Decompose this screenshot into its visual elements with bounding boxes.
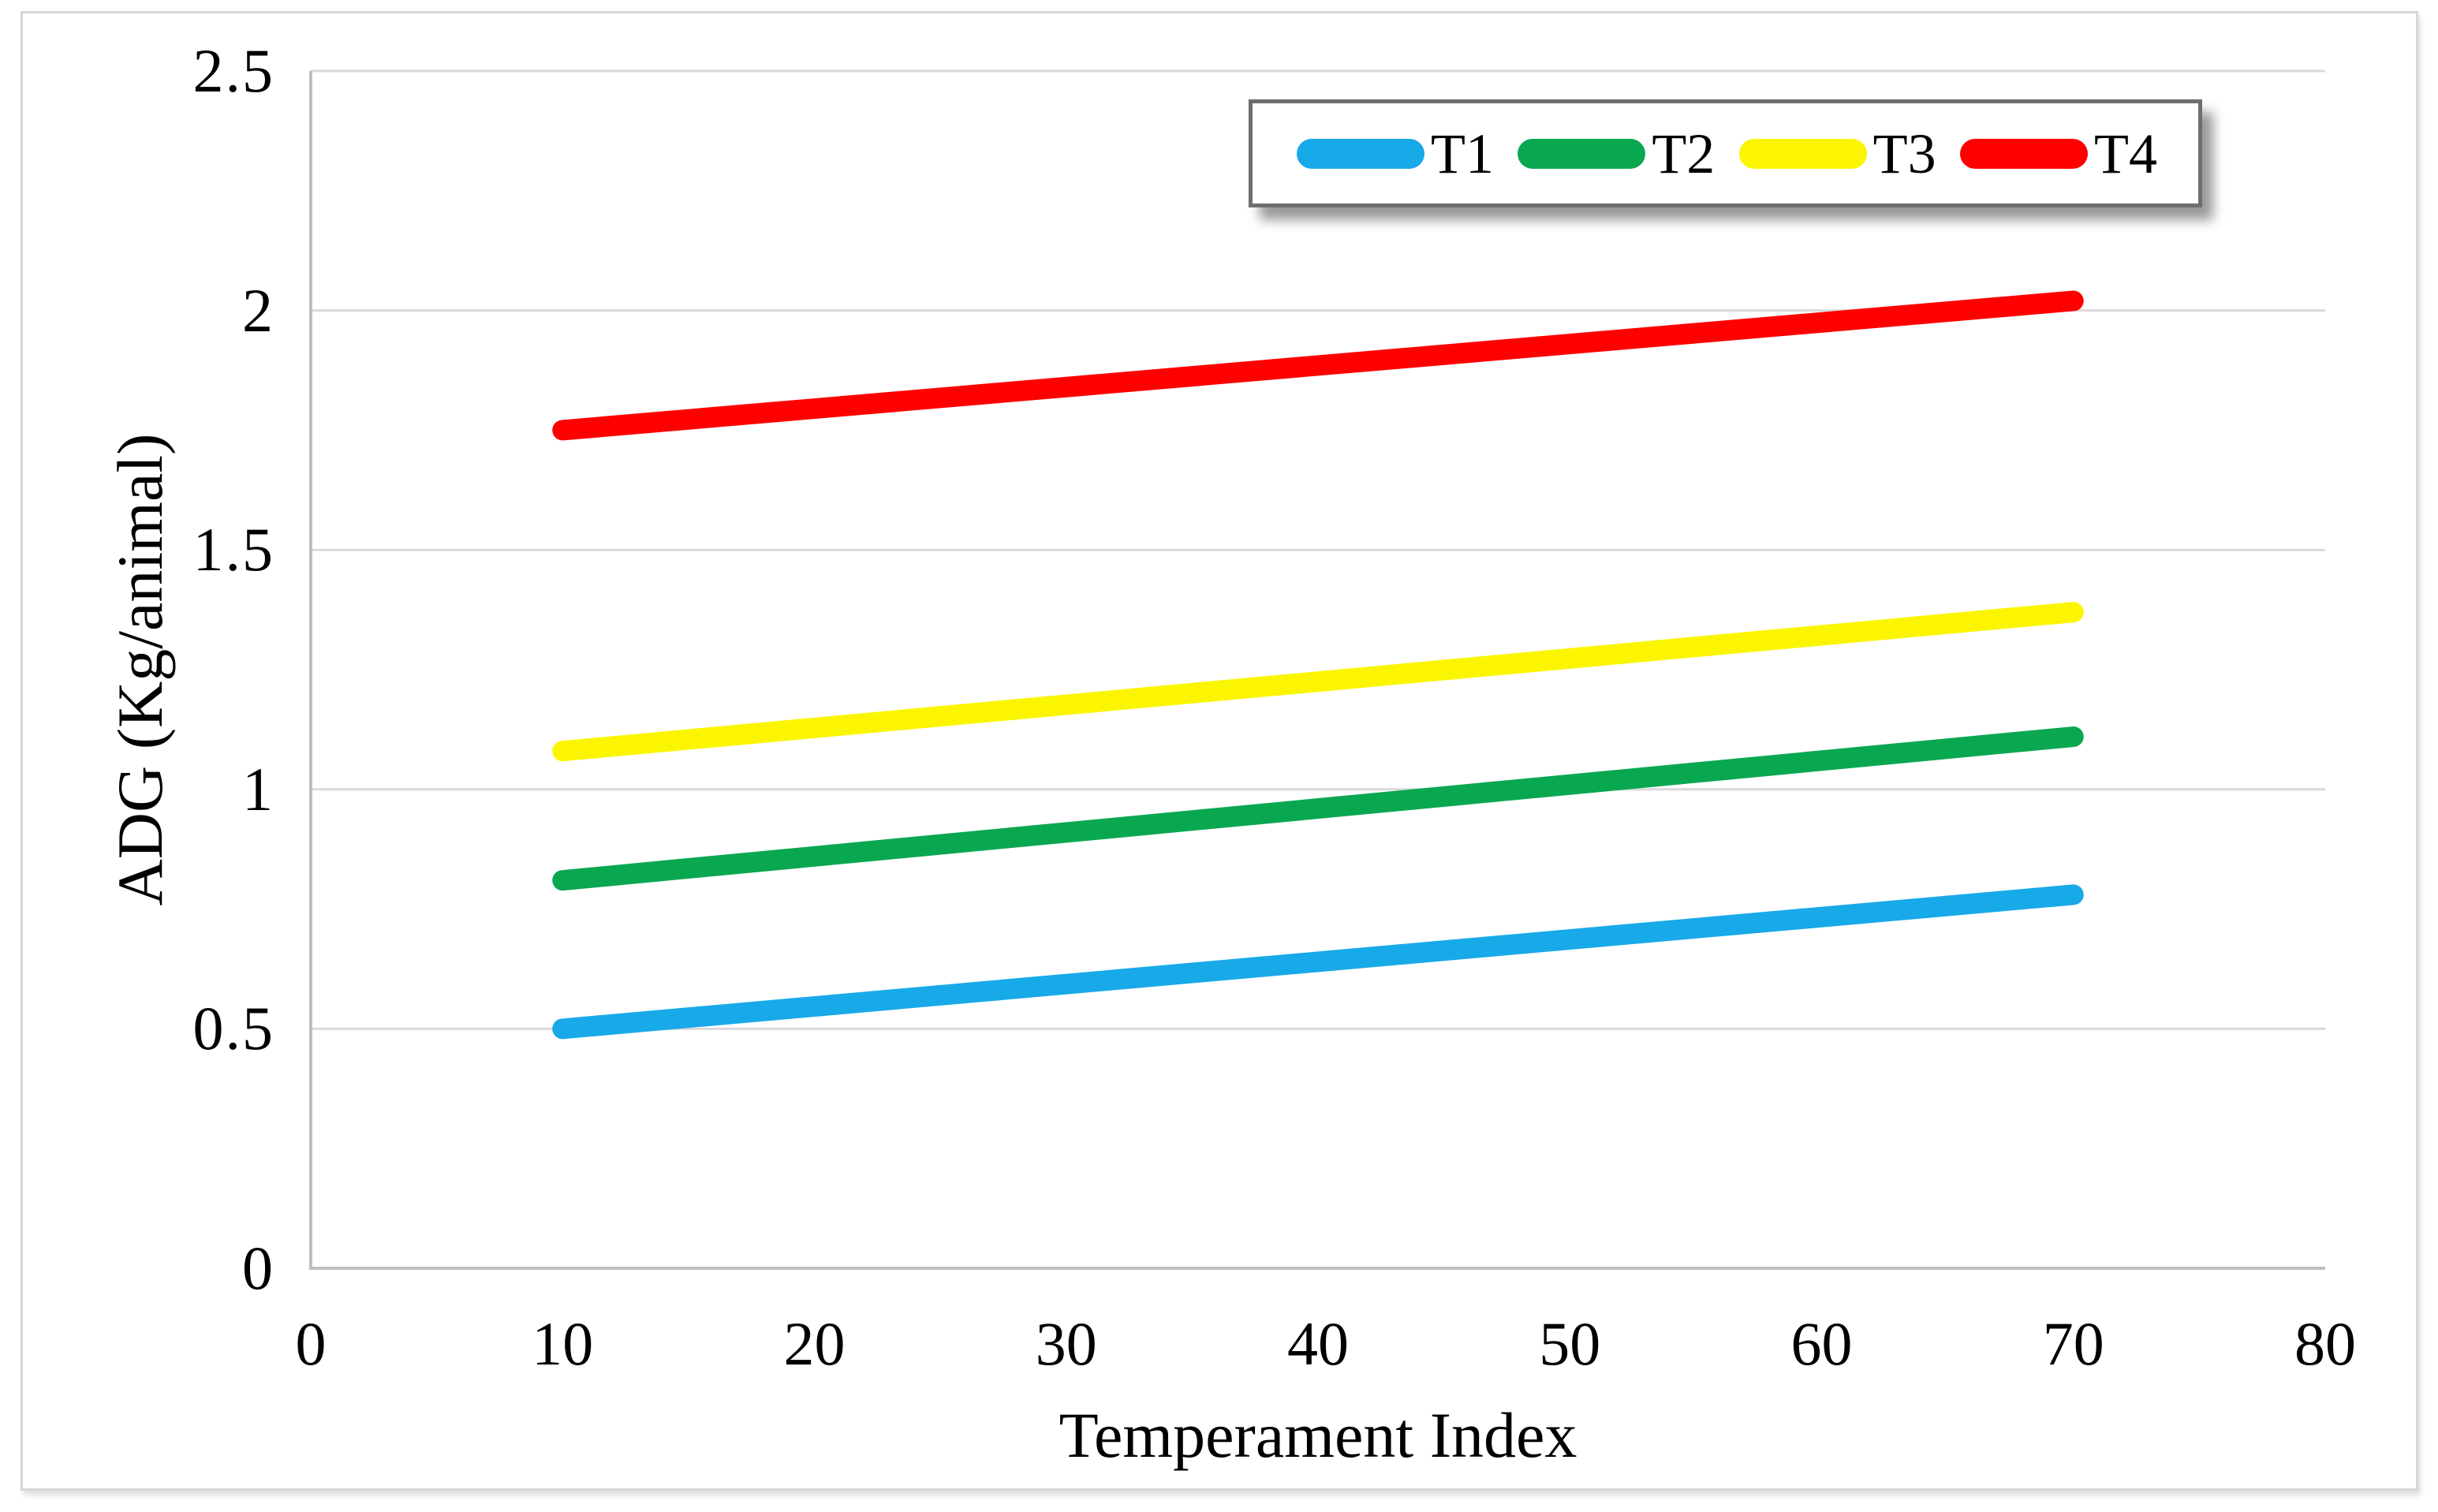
x-tick-label-80: 80	[2294, 1309, 2356, 1378]
x-tick-label-10: 10	[532, 1309, 594, 1378]
series-line-T2	[552, 726, 2084, 891]
series-line-T3	[552, 602, 2084, 762]
x-tick-label-20: 20	[783, 1309, 846, 1378]
legend-swatch-T3	[1738, 138, 1867, 169]
legend-swatch-T2	[1518, 138, 1646, 169]
figure-border	[21, 11, 2418, 1491]
legend-item-T2: T2	[1518, 125, 1715, 182]
x-axis-title: Temperament Index	[1058, 1399, 1577, 1471]
x-tick-label-0: 0	[295, 1309, 327, 1378]
legend-item-T4: T4	[1959, 121, 2157, 185]
legend-item-T1: T1	[1297, 125, 1494, 182]
legend-swatch-T1	[1297, 138, 1424, 169]
legend-item-T3: T3	[1738, 121, 1936, 185]
x-tick-label-30: 30	[1035, 1309, 1097, 1378]
legend-label-T3: T3	[1872, 121, 1936, 185]
legend-label-T2: T2	[1652, 121, 1716, 185]
x-tick-label-50: 50	[1539, 1309, 1601, 1378]
legend: T1 T2 T3 T4	[1249, 99, 2202, 207]
x-tick-label-60: 60	[1790, 1309, 1853, 1378]
x-tick-label-40: 40	[1287, 1309, 1349, 1378]
series-line-T4	[552, 290, 2084, 441]
legend-swatch-T4	[1959, 138, 2088, 169]
y-axis-title: ADG (Kg/animal)	[104, 433, 176, 906]
x-tick-label-70: 70	[2042, 1309, 2104, 1378]
y-tick-label-2: 2	[242, 275, 274, 345]
y-tick-label-2.5: 2.5	[192, 36, 274, 105]
y-tick-label-0: 0	[242, 1234, 274, 1302]
y-tick-label-1.5: 1.5	[192, 515, 274, 584]
y-tick-label-1: 1	[242, 754, 274, 823]
y-tick-label-0.5: 0.5	[192, 994, 274, 1063]
legend-label-T1: T1	[1431, 121, 1494, 185]
series-line-T1	[552, 884, 2084, 1040]
legend-label-T4: T4	[2093, 121, 2157, 185]
